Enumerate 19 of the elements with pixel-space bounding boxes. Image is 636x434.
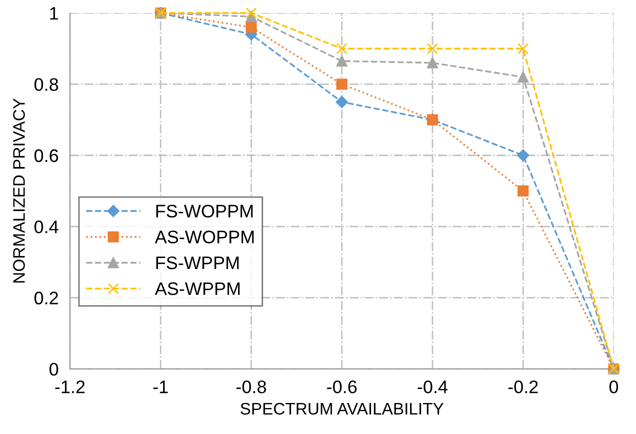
legend-label: FS-WPPM	[156, 256, 239, 270]
x-tick-label: -0.6	[327, 380, 357, 394]
y-tick-label: 0.4	[34, 220, 58, 234]
y-tick-label: 0.2	[34, 292, 58, 304]
legend-label: AS-WOPPM	[154, 230, 254, 244]
y-tick-label: 0.6	[34, 149, 58, 162]
y-tick-label: 0.8	[34, 78, 58, 91]
y-tick-label: 1	[50, 7, 58, 20]
y-tick-label: 0	[50, 362, 58, 376]
x-tick-label: -0.4	[418, 380, 448, 394]
x-tick-label: -1	[153, 380, 168, 394]
x-tick-label: -0.8	[236, 380, 266, 394]
x-tick-label: -1.2	[55, 380, 85, 394]
legend-label: AS-WPPM	[154, 282, 240, 296]
y-axis-title: NORMALIZED PRIVACY	[13, 98, 25, 283]
legend-label: FS-WOPPM	[156, 204, 253, 218]
x-axis-title: SPECTRUM AVAILABILITY	[240, 402, 444, 415]
x-tick-label: 0	[609, 380, 618, 394]
x-tick-label: -0.2	[508, 380, 538, 394]
